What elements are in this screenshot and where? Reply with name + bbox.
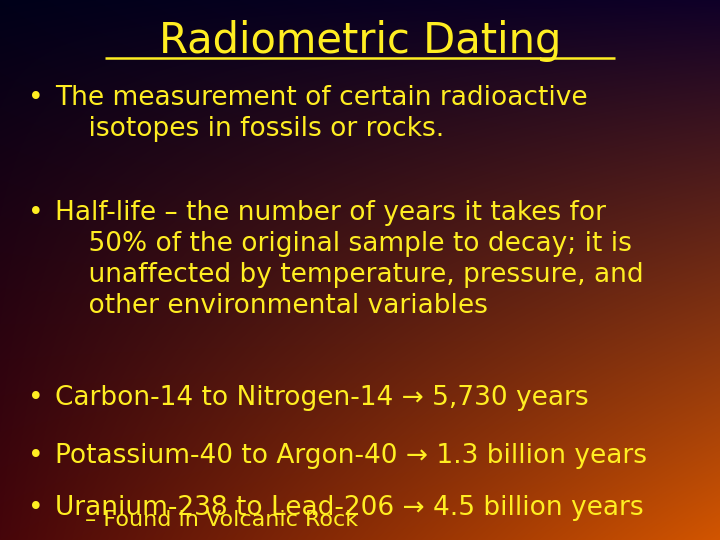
Text: •: • xyxy=(28,85,44,111)
Text: The measurement of certain radioactive
    isotopes in fossils or rocks.: The measurement of certain radioactive i… xyxy=(55,85,588,142)
Text: Carbon-14 to Nitrogen-14 → 5,730 years: Carbon-14 to Nitrogen-14 → 5,730 years xyxy=(55,385,589,411)
Text: •: • xyxy=(28,443,44,469)
Text: Half-life – the number of years it takes for
    50% of the original sample to d: Half-life – the number of years it takes… xyxy=(55,200,644,319)
Text: •: • xyxy=(28,495,44,521)
Text: •: • xyxy=(28,200,44,226)
Text: •: • xyxy=(28,385,44,411)
Text: – Found in Volcanic Rock: – Found in Volcanic Rock xyxy=(85,510,358,530)
Text: Uranium-238 to Lead-206 → 4.5 billion years: Uranium-238 to Lead-206 → 4.5 billion ye… xyxy=(55,495,644,521)
Text: Radiometric Dating: Radiometric Dating xyxy=(159,20,561,62)
Text: Potassium-40 to Argon-40 → 1.3 billion years: Potassium-40 to Argon-40 → 1.3 billion y… xyxy=(55,443,647,469)
